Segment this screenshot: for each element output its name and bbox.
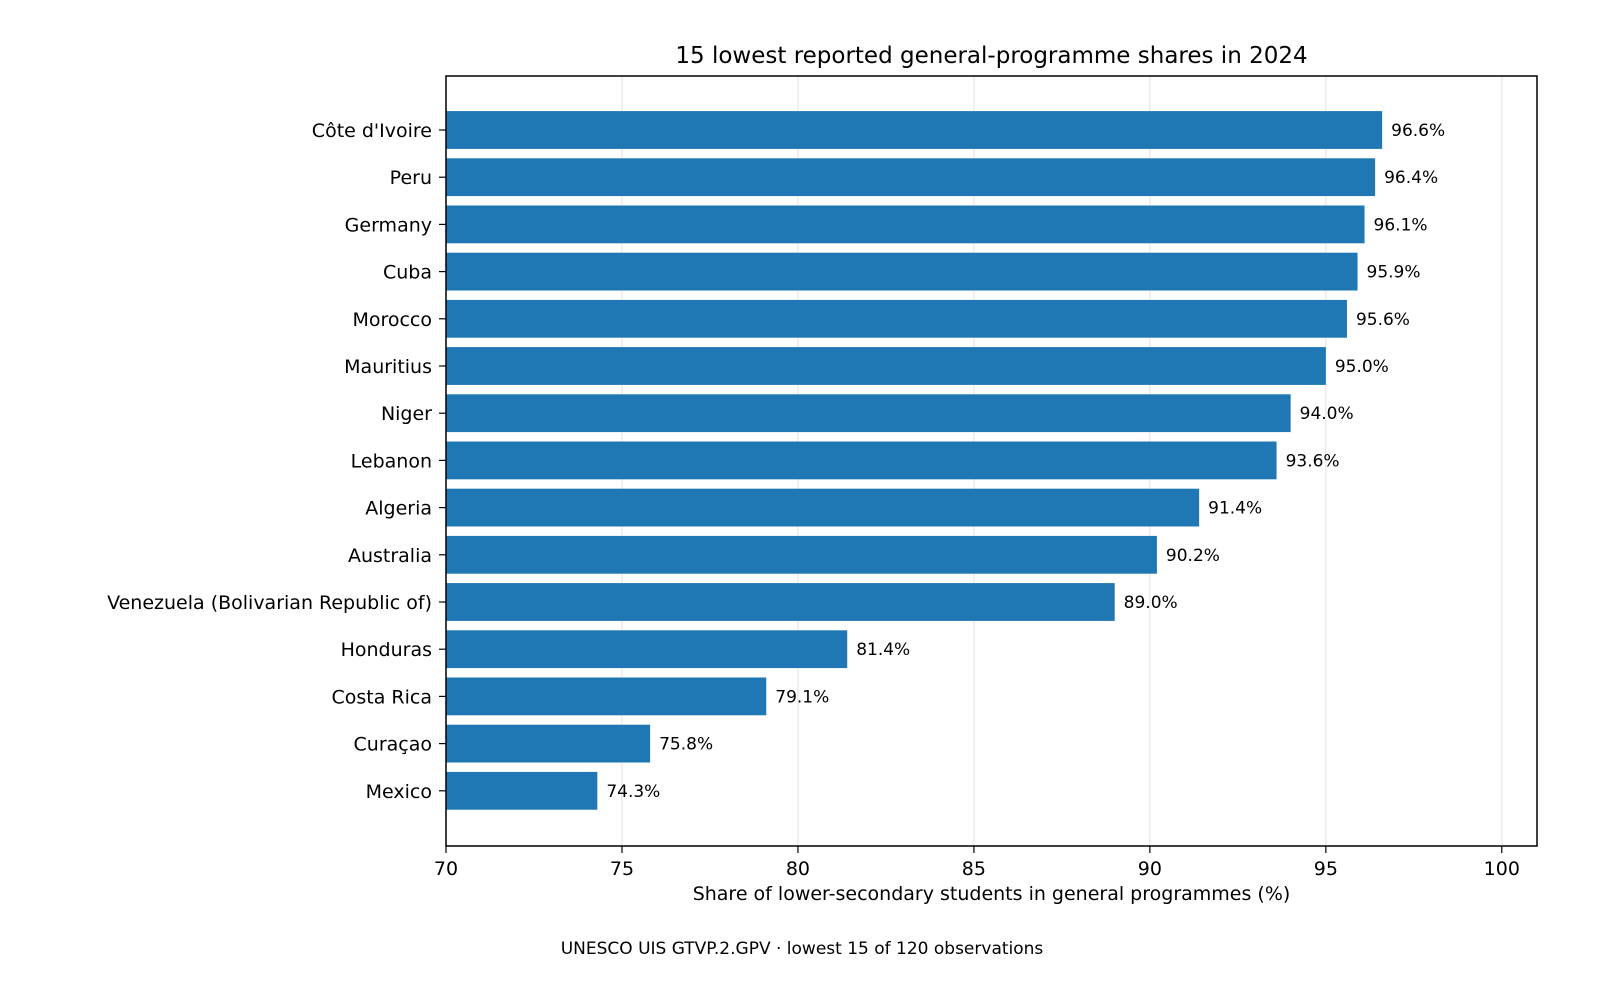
category-label: Algeria — [365, 498, 432, 520]
bar — [446, 158, 1376, 197]
category-label: Côte d'Ivoire — [312, 120, 432, 142]
category-label: Venezuela (Bolivarian Republic of) — [107, 592, 432, 614]
bar — [446, 771, 598, 810]
category-label: Australia — [348, 545, 432, 567]
x-tick-label: 90 — [1138, 858, 1162, 880]
category-label: Niger — [381, 403, 432, 425]
x-tick-label: 85 — [962, 858, 986, 880]
bar — [446, 205, 1365, 244]
bar — [446, 724, 651, 763]
bar-value-label: 75.8% — [659, 735, 713, 755]
bar — [446, 630, 848, 669]
category-label: Germany — [345, 214, 432, 236]
bar-value-label: 96.1% — [1374, 215, 1428, 235]
bar-value-label: 79.1% — [775, 687, 829, 707]
category-label: Morocco — [352, 309, 432, 331]
bar-value-label: 96.4% — [1384, 168, 1438, 188]
category-label: Lebanon — [351, 450, 432, 472]
bar — [446, 299, 1347, 338]
x-axis-label: Share of lower-secondary students in gen… — [693, 883, 1291, 905]
x-tick-label: 100 — [1484, 858, 1520, 880]
bar-value-label: 95.0% — [1335, 357, 1389, 377]
category-label: Cuba — [383, 262, 432, 284]
category-label: Costa Rica — [332, 686, 433, 708]
x-tick-label: 95 — [1314, 858, 1338, 880]
bar — [446, 583, 1115, 621]
category-label: Honduras — [341, 639, 432, 661]
bar — [446, 347, 1326, 385]
bar-value-label: 95.6% — [1356, 310, 1410, 330]
bar-value-label: 90.2% — [1166, 546, 1220, 566]
category-label: Curaçao — [354, 734, 432, 756]
bar — [446, 111, 1383, 149]
plot-frame — [445, 75, 1538, 847]
x-tick-label: 70 — [434, 858, 458, 880]
bars — [446, 111, 1383, 810]
x-tick-label: 75 — [610, 858, 634, 880]
category-label: Mexico — [366, 781, 432, 803]
x-tick-label: 80 — [786, 858, 810, 880]
source-footnote: UNESCO UIS GTVP.2.GPV · lowest 15 of 120… — [561, 939, 1044, 959]
category-label: Peru — [390, 167, 432, 189]
bar-value-label: 95.9% — [1367, 263, 1421, 283]
bar-value-label: 93.6% — [1286, 451, 1340, 471]
bar — [446, 677, 767, 716]
bar-value-label: 81.4% — [856, 640, 910, 660]
bar-value-label: 74.3% — [606, 782, 660, 802]
bar-value-label: 94.0% — [1300, 404, 1354, 424]
chart-title: 15 lowest reported general-programme sha… — [675, 43, 1307, 69]
bar-value-label: 91.4% — [1208, 499, 1262, 519]
bar — [446, 441, 1277, 480]
axes: 70 75 80 85 90 95 100 Côte d'Ivoire Peru Germany C… — [107, 75, 1538, 880]
bar-value-label: 89.0% — [1124, 593, 1178, 613]
bar — [446, 252, 1358, 291]
bar-value-label: 96.6% — [1391, 121, 1445, 141]
bar — [446, 394, 1291, 433]
bar — [446, 535, 1157, 574]
value-labels: 96.6% 96.4% 96.1% 95.9% 95.6% 95.0% 94.0% 93.6%… — [606, 121, 1445, 802]
bar — [446, 488, 1200, 527]
category-label: Mauritius — [344, 356, 432, 378]
